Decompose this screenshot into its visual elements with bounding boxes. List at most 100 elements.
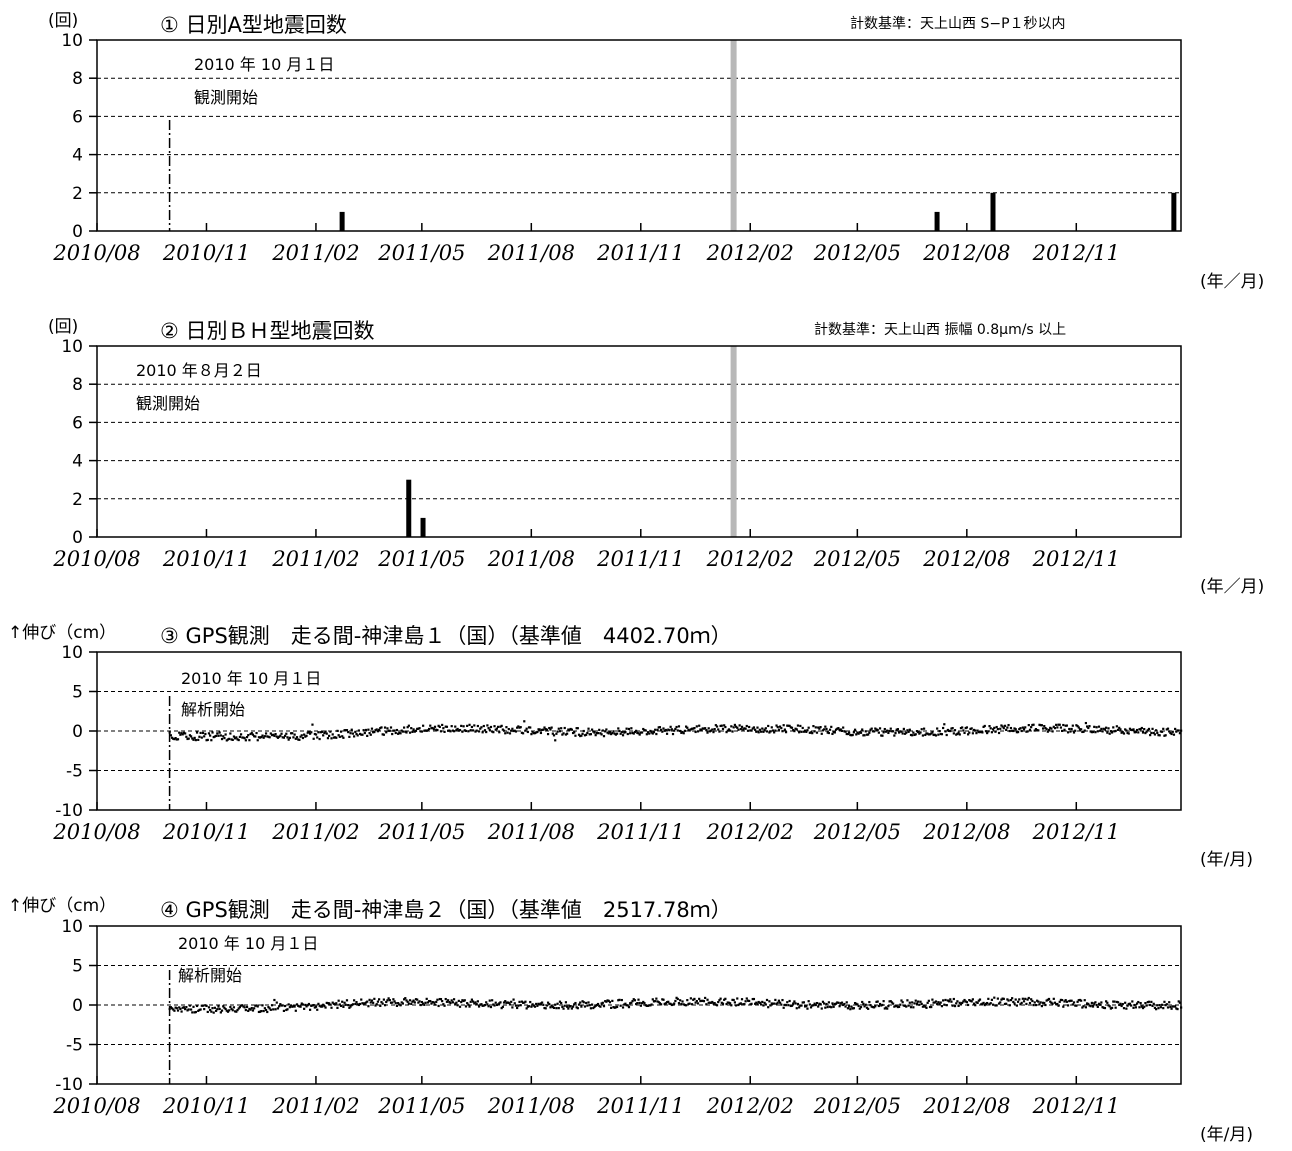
data-point [178, 1006, 181, 1009]
data-point [861, 1000, 864, 1004]
data-point [285, 1008, 288, 1012]
data-point [769, 730, 772, 733]
data-point [773, 731, 776, 734]
data-point [1081, 1006, 1084, 1009]
data-point [473, 1002, 476, 1005]
data-point [429, 724, 432, 727]
y-tick-label: -5 [66, 762, 83, 782]
data-point [1139, 1001, 1142, 1005]
panel-2-criterion: 計数基準：天上山西 振幅 0.8μm/s 以上 [814, 321, 1066, 338]
data-point [855, 1002, 858, 1005]
data-point [931, 731, 934, 734]
data-point [706, 731, 709, 734]
data-gap-band [730, 40, 737, 231]
data-point [1074, 729, 1077, 732]
data-point [216, 732, 219, 735]
data-point [732, 998, 735, 1002]
data-point [848, 1005, 851, 1008]
data-point [496, 725, 500, 728]
data-point [1069, 999, 1072, 1002]
data-point [470, 998, 474, 1001]
data-point [1033, 1001, 1036, 1004]
data-point [1138, 1006, 1141, 1009]
data-point [925, 1006, 928, 1009]
data-point [696, 730, 700, 733]
data-point [734, 725, 738, 728]
data-point [630, 1001, 633, 1004]
data-point [539, 731, 543, 735]
data-point [869, 1004, 872, 1007]
data-point [928, 733, 932, 736]
data-point [755, 730, 758, 733]
data-point [1102, 1006, 1105, 1009]
data-point [485, 1001, 488, 1004]
data-point [1080, 999, 1083, 1002]
panel-1-title: ① 日別A型地震回数 [160, 13, 347, 37]
data-point [880, 1004, 883, 1007]
data-point [558, 730, 562, 733]
data-point [592, 1006, 595, 1010]
data-point [950, 1000, 953, 1003]
panel-1-criterion: 計数基準：天上山西 S−P１秒以内 [850, 15, 1066, 32]
data-point [443, 730, 446, 733]
data-point [518, 726, 521, 729]
data-point [850, 1005, 853, 1008]
data-point [1015, 731, 1018, 734]
data-point [532, 1004, 535, 1007]
data-point [342, 1005, 345, 1008]
data-point [263, 1007, 266, 1010]
data-point [262, 1009, 265, 1013]
data-point [408, 999, 412, 1002]
data-point [576, 727, 579, 730]
data-point [1037, 1000, 1040, 1003]
panel-2-xticks: 2010/08 2010/11 2011/02 2011/05 2011/08 2011/… [52, 547, 1120, 571]
data-point [239, 1004, 243, 1007]
data-point [344, 1003, 347, 1006]
data-point [501, 728, 504, 731]
data-point [909, 1006, 913, 1009]
data-point [560, 1001, 563, 1005]
data-point [718, 730, 721, 733]
data-point [450, 725, 453, 728]
data-point [1001, 997, 1004, 1000]
data-point [173, 738, 176, 741]
data-point [668, 729, 671, 732]
data-point [795, 1007, 798, 1010]
data-point [187, 1008, 190, 1011]
data-point [988, 725, 991, 728]
x-tick-label: 2011/11 [596, 241, 684, 265]
data-point [976, 1001, 979, 1004]
data-point [1053, 727, 1057, 730]
data-point [1149, 734, 1152, 737]
data-point [906, 999, 909, 1002]
data-point [222, 1005, 225, 1008]
data-point [908, 728, 911, 731]
data-point [707, 1001, 710, 1004]
data-point [422, 1002, 425, 1005]
data-point [943, 1003, 946, 1006]
data-point [818, 1002, 821, 1005]
data-point [355, 1001, 358, 1004]
data-point [427, 727, 431, 731]
data-point [989, 1002, 992, 1005]
data-point [449, 1001, 452, 1005]
data-point [349, 732, 352, 735]
data-point [1150, 731, 1153, 735]
data-point [895, 1004, 898, 1008]
data-point [525, 1007, 528, 1010]
data-point [226, 738, 230, 741]
data-point [787, 724, 790, 727]
data-point [685, 725, 688, 728]
data-point [191, 737, 194, 740]
data-point [549, 728, 552, 731]
data-point [824, 725, 827, 728]
data-point [292, 736, 295, 739]
y-tick-label: 10 [61, 31, 83, 51]
data-point [700, 728, 703, 731]
data-point [1084, 1006, 1088, 1009]
data-point [908, 1001, 911, 1004]
data-point [761, 1000, 764, 1004]
data-point [1066, 731, 1070, 734]
data-point [839, 728, 842, 731]
